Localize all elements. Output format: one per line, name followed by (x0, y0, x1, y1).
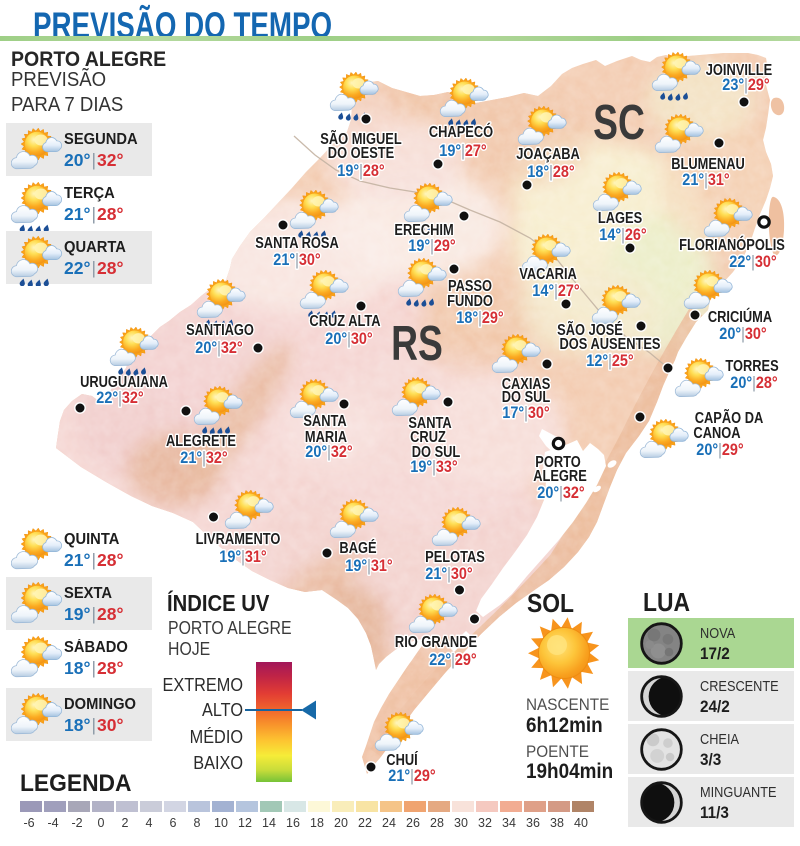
svg-text:19°|29°: 19°|29° (408, 237, 455, 255)
svg-text:SÃO MIGUEL: SÃO MIGUEL (320, 129, 402, 149)
svg-text:SANTIAGO: SANTIAGO (186, 322, 254, 339)
svg-text:23°|29°: 23°|29° (722, 76, 769, 94)
svg-text:21°|30°: 21°|30° (425, 565, 472, 583)
svg-text:CAXIAS: CAXIAS (502, 376, 551, 393)
svg-text:18°|29°: 18°|29° (456, 309, 503, 327)
svg-text:BAGÉ: BAGÉ (339, 539, 376, 557)
svg-text:RIO GRANDE: RIO GRANDE (395, 634, 477, 651)
svg-text:MARIA: MARIA (305, 429, 347, 446)
svg-text:22°|29°: 22°|29° (429, 651, 476, 669)
svg-text:DO OESTE: DO OESTE (328, 145, 394, 162)
svg-text:PORTO: PORTO (535, 454, 580, 471)
svg-text:LIVRAMENTO: LIVRAMENTO (196, 531, 281, 548)
svg-text:19°|31°: 19°|31° (219, 548, 266, 566)
svg-text:14°|26°: 14°|26° (599, 226, 646, 244)
svg-text:22°|30°: 22°|30° (729, 253, 776, 271)
svg-text:JOINVILLE: JOINVILLE (706, 62, 772, 79)
svg-text:17°|30°: 17°|30° (502, 404, 549, 422)
svg-text:19°|33°: 19°|33° (410, 458, 457, 476)
svg-text:12°|25°: 12°|25° (586, 352, 633, 370)
svg-text:18°|28°: 18°|28° (527, 163, 574, 181)
svg-text:LAGES: LAGES (598, 210, 642, 227)
svg-text:JOAÇABA: JOAÇABA (516, 146, 580, 163)
svg-text:SÃO JOSÉ: SÃO JOSÉ (557, 320, 623, 340)
svg-text:CAPÃO DA: CAPÃO DA (695, 408, 764, 428)
svg-text:21°|30°: 21°|30° (273, 251, 320, 269)
svg-text:20°|32°: 20°|32° (195, 339, 242, 357)
svg-text:21°|31°: 21°|31° (682, 171, 729, 189)
svg-text:FLORIANÓPOLIS: FLORIANÓPOLIS (679, 235, 785, 255)
svg-text:URUGUAIANA: URUGUAIANA (80, 374, 168, 391)
svg-text:CANOA: CANOA (693, 425, 740, 442)
svg-text:RS: RS (391, 317, 443, 371)
svg-text:CHAPECÓ: CHAPECÓ (429, 122, 493, 142)
svg-text:VACARIA: VACARIA (519, 266, 577, 283)
svg-text:20°|32°: 20°|32° (537, 484, 584, 502)
svg-text:DO SUL: DO SUL (502, 389, 551, 406)
svg-text:SANTA: SANTA (303, 413, 346, 430)
svg-text:DO SUL: DO SUL (412, 444, 461, 461)
svg-text:20°|30°: 20°|30° (325, 330, 372, 348)
svg-text:CRUZ ALTA: CRUZ ALTA (309, 313, 380, 330)
svg-text:FUNDO: FUNDO (447, 293, 493, 310)
svg-text:20°|32°: 20°|32° (305, 443, 352, 461)
svg-text:22°|32°: 22°|32° (96, 389, 143, 407)
svg-text:ALEGRETE: ALEGRETE (166, 433, 236, 450)
svg-text:CHUÍ: CHUÍ (386, 751, 418, 769)
svg-text:CRUZ: CRUZ (410, 429, 446, 446)
svg-text:19°|28°: 19°|28° (337, 162, 384, 180)
svg-text:19°|31°: 19°|31° (345, 557, 392, 575)
svg-text:TORRES: TORRES (725, 358, 778, 375)
svg-text:CRICIÚMA: CRICIÚMA (708, 307, 772, 327)
svg-text:SANTA: SANTA (408, 415, 451, 432)
svg-text:19°|27°: 19°|27° (439, 142, 486, 160)
svg-text:BLUMENAU: BLUMENAU (671, 156, 745, 173)
svg-text:ERECHIM: ERECHIM (394, 222, 453, 239)
svg-text:20°|28°: 20°|28° (730, 374, 777, 392)
svg-text:DOS AUSENTES: DOS AUSENTES (560, 336, 661, 353)
svg-text:ALEGRE: ALEGRE (533, 468, 587, 485)
svg-text:SANTA ROSA: SANTA ROSA (255, 235, 339, 252)
svg-text:SC: SC (593, 96, 645, 150)
svg-text:20°|30°: 20°|30° (719, 325, 766, 343)
svg-text:14°|27°: 14°|27° (532, 282, 579, 300)
svg-text:21°|29°: 21°|29° (388, 767, 435, 785)
svg-text:PASSO: PASSO (448, 278, 492, 295)
svg-text:20°|29°: 20°|29° (696, 441, 743, 459)
svg-text:PELOTAS: PELOTAS (425, 549, 485, 566)
svg-text:21°|32°: 21°|32° (180, 449, 227, 467)
